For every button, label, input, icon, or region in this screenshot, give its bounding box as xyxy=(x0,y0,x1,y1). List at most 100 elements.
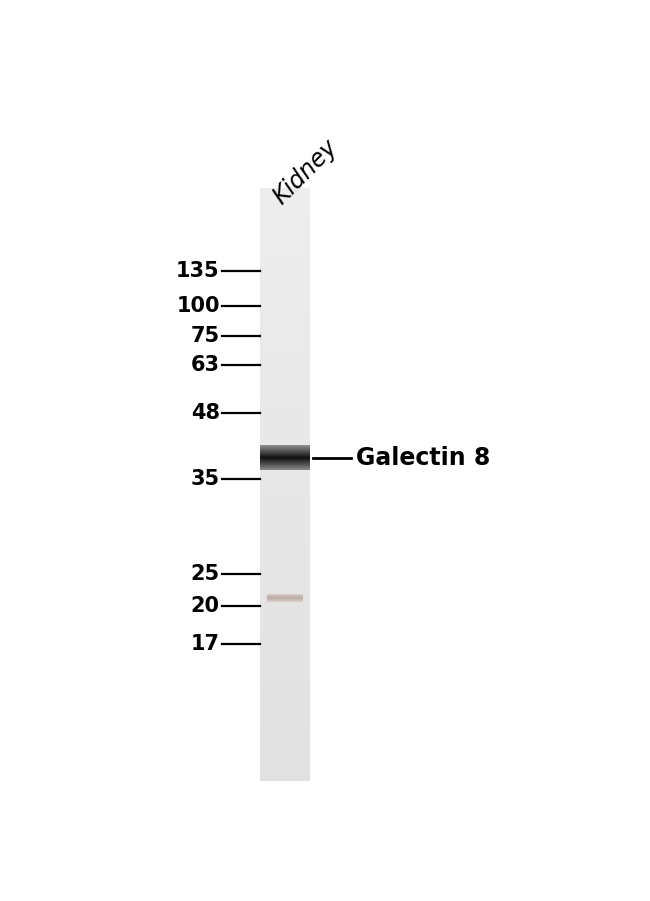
Bar xyxy=(260,277,311,280)
Bar xyxy=(260,523,311,526)
Bar xyxy=(260,256,311,259)
Bar xyxy=(260,490,311,494)
Bar xyxy=(260,366,311,369)
Bar xyxy=(260,295,311,297)
Bar xyxy=(260,425,311,428)
Bar xyxy=(260,689,311,692)
Bar xyxy=(260,552,311,556)
Bar xyxy=(260,775,311,778)
Bar xyxy=(260,561,311,565)
Text: Kidney: Kidney xyxy=(268,135,343,209)
Bar xyxy=(260,722,311,724)
Bar xyxy=(260,384,311,387)
Bar xyxy=(260,639,311,642)
Bar xyxy=(260,209,311,212)
Text: 75: 75 xyxy=(190,325,220,346)
Bar xyxy=(260,331,311,333)
Bar xyxy=(260,274,311,277)
Bar xyxy=(260,205,311,209)
Bar xyxy=(260,678,311,680)
Bar xyxy=(260,253,311,256)
Bar xyxy=(260,247,311,250)
Bar xyxy=(260,579,311,582)
Bar xyxy=(260,612,311,615)
Bar xyxy=(260,737,311,740)
Bar xyxy=(260,568,311,570)
Bar xyxy=(260,423,311,425)
Bar xyxy=(260,517,311,520)
Bar xyxy=(260,449,311,452)
Text: 135: 135 xyxy=(176,261,220,281)
Bar xyxy=(260,455,311,458)
Bar xyxy=(260,662,311,666)
Bar xyxy=(260,315,311,318)
Bar xyxy=(260,496,311,499)
Bar xyxy=(260,440,311,443)
Bar xyxy=(260,393,311,396)
Bar xyxy=(260,763,311,766)
Bar xyxy=(260,636,311,639)
Text: 100: 100 xyxy=(176,296,220,316)
Bar xyxy=(260,446,311,449)
Bar xyxy=(260,194,311,196)
Bar xyxy=(260,695,311,698)
Bar xyxy=(260,505,311,508)
Bar xyxy=(260,241,311,244)
Bar xyxy=(260,301,311,304)
Bar xyxy=(260,642,311,644)
Bar xyxy=(260,259,311,262)
Bar xyxy=(260,745,311,749)
Bar xyxy=(260,514,311,517)
Bar xyxy=(260,529,311,532)
Bar xyxy=(260,595,311,597)
Bar xyxy=(260,633,311,636)
Bar xyxy=(260,573,311,577)
Bar xyxy=(260,713,311,715)
Bar xyxy=(260,760,311,763)
Bar xyxy=(260,749,311,751)
Text: 63: 63 xyxy=(191,355,220,375)
Bar xyxy=(260,609,311,612)
Bar xyxy=(260,547,311,550)
Bar xyxy=(260,772,311,775)
Bar xyxy=(260,473,311,476)
Bar xyxy=(260,660,311,662)
Bar xyxy=(260,766,311,769)
Bar xyxy=(260,339,311,342)
Bar xyxy=(260,701,311,704)
Bar xyxy=(260,271,311,274)
Bar xyxy=(260,740,311,742)
Bar xyxy=(260,731,311,733)
Bar xyxy=(260,262,311,265)
Bar xyxy=(260,618,311,621)
Bar xyxy=(260,754,311,758)
Bar xyxy=(260,520,311,523)
Bar xyxy=(260,644,311,648)
Bar xyxy=(260,288,311,292)
Bar xyxy=(260,351,311,354)
Bar xyxy=(260,357,311,359)
Text: 17: 17 xyxy=(191,633,220,654)
Bar xyxy=(260,704,311,707)
Bar xyxy=(260,478,311,481)
Bar xyxy=(260,428,311,431)
Bar xyxy=(260,212,311,214)
Text: 20: 20 xyxy=(191,596,220,616)
Bar xyxy=(260,565,311,568)
Bar xyxy=(260,239,311,241)
Bar xyxy=(260,322,311,324)
Bar xyxy=(260,577,311,579)
Bar xyxy=(260,283,311,286)
Bar xyxy=(260,336,311,339)
Bar xyxy=(260,318,311,322)
Bar xyxy=(260,407,311,410)
Bar xyxy=(260,666,311,669)
Bar xyxy=(260,196,311,200)
Bar xyxy=(260,653,311,657)
Bar xyxy=(260,324,311,327)
Bar xyxy=(260,511,311,514)
Bar xyxy=(260,535,311,538)
Bar xyxy=(260,348,311,351)
Bar xyxy=(260,476,311,478)
Bar xyxy=(260,674,311,678)
